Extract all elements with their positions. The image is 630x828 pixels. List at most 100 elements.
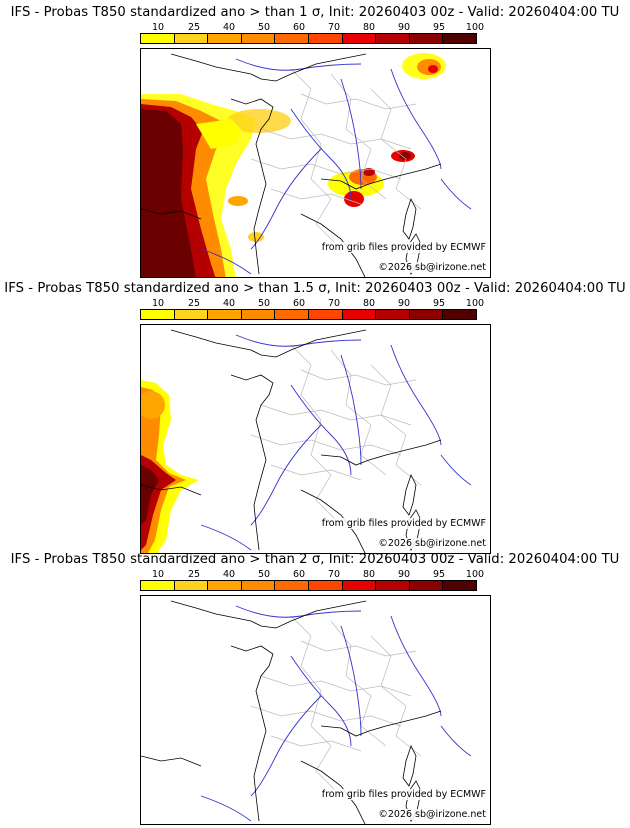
colorbar-segment	[409, 310, 444, 319]
colorbar-segment	[308, 34, 343, 43]
colorbar-label: 50	[257, 22, 271, 33]
admin-borders	[250, 68, 422, 250]
probability-map: from grib files provided by ECMWF ©2026 …	[140, 48, 491, 278]
colorbar-label: 10	[151, 298, 165, 309]
colorbar-label: 70	[327, 22, 341, 33]
map-svg	[141, 53, 472, 277]
colorbar-segment	[174, 581, 209, 590]
colorbar-label: 70	[327, 569, 341, 580]
colorbar-label: 100	[465, 298, 485, 309]
colorbar-segment	[376, 34, 410, 43]
colorbar-segment	[376, 310, 410, 319]
colorbar-segment	[275, 34, 309, 43]
colorbar-segment	[275, 581, 309, 590]
colorbar-segment	[376, 581, 410, 590]
probability-map: from grib files provided by ECMWF ©2026 …	[140, 595, 491, 825]
proba-area-atlantic-darkred	[141, 109, 196, 277]
colorbar-label: 90	[397, 298, 411, 309]
colorbar-segment	[443, 310, 476, 319]
colorbar-label: 25	[187, 22, 201, 33]
colorbar-segment	[208, 310, 242, 319]
colorbar-label: 100	[465, 569, 485, 580]
admin-borders	[250, 344, 422, 526]
colorbar-label: 50	[257, 569, 271, 580]
colorbar-segment	[308, 310, 343, 319]
map-svg	[141, 600, 472, 824]
copyright: ©2026 sb@irizone.net	[378, 538, 486, 549]
colorbar-label: 10	[151, 22, 165, 33]
colorbar	[140, 309, 477, 320]
coastline	[141, 600, 442, 824]
colorbar-segment	[141, 310, 175, 319]
colorbar-label: 25	[187, 569, 201, 580]
colorbar-segment	[342, 34, 377, 43]
colorbar-label: 40	[222, 298, 236, 309]
colorbar-label: 40	[222, 569, 236, 580]
source-credit: from grib files provided by ECMWF	[321, 518, 486, 529]
panel-2: IFS - Probas T850 standardized ano > tha…	[0, 276, 630, 554]
copyright: ©2026 sb@irizone.net	[378, 809, 486, 820]
colorbar-label: 50	[257, 298, 271, 309]
colorbar-label: 60	[292, 22, 306, 33]
proba-area-gironde-orange	[228, 196, 248, 206]
map-svg	[141, 329, 472, 553]
colorbar-label: 60	[292, 569, 306, 580]
colorbar-label: 80	[362, 22, 376, 33]
colorbar-labels: 10 25 40 50 60 70 80 90 95 100	[140, 299, 490, 309]
colorbar-label: 95	[432, 22, 446, 33]
coastline	[141, 329, 442, 553]
colorbar-segment	[443, 34, 476, 43]
colorbar-segment	[409, 581, 444, 590]
rivers	[200, 334, 472, 551]
colorbar-segment	[241, 581, 276, 590]
proba-area-alps-darkred	[399, 152, 411, 160]
colorbar-segment	[308, 581, 343, 590]
rivers	[200, 605, 472, 822]
colorbar-label: 95	[432, 298, 446, 309]
panel-title: IFS - Probas T850 standardized ano > tha…	[4, 281, 626, 296]
proba-area-nw-cluster-red	[428, 65, 438, 73]
colorbar-labels: 10 25 40 50 60 70 80 90 95 100	[140, 570, 490, 580]
panel-3: IFS - Probas T850 standardized ano > tha…	[0, 547, 630, 825]
source-credit: from grib files provided by ECMWF	[321, 789, 486, 800]
copyright: ©2026 sb@irizone.net	[378, 262, 486, 273]
colorbar-segment	[208, 581, 242, 590]
colorbar-segment	[342, 310, 377, 319]
colorbar-label: 95	[432, 569, 446, 580]
colorbar-label: 100	[465, 22, 485, 33]
colorbar-label: 80	[362, 569, 376, 580]
colorbar-segment	[141, 581, 175, 590]
probability-shading	[141, 380, 199, 553]
colorbar-segment	[443, 581, 476, 590]
colorbar-segment	[241, 310, 276, 319]
colorbar-segment	[241, 34, 276, 43]
colorbar-label: 60	[292, 298, 306, 309]
proba-area-landes-yellow	[248, 232, 264, 242]
colorbar-segment	[409, 34, 444, 43]
rivers	[200, 58, 472, 275]
proba-area-biscay-darkred	[141, 465, 159, 525]
panel-title: IFS - Probas T850 standardized ano > tha…	[10, 552, 620, 567]
colorbar-labels: 10 25 40 50 60 70 80 90 95 100	[140, 23, 490, 33]
colorbar-segment	[174, 34, 209, 43]
proba-area-brittany	[227, 109, 291, 133]
probability-shading	[141, 53, 446, 277]
colorbar-label: 10	[151, 569, 165, 580]
colorbar-segment	[342, 581, 377, 590]
colorbar-segment	[174, 310, 209, 319]
colorbar-segment	[275, 310, 309, 319]
proba-area-channel-yellow	[196, 119, 241, 149]
probability-map: from grib files provided by ECMWF ©2026 …	[140, 324, 491, 554]
colorbar	[140, 580, 477, 591]
colorbar-segment	[141, 34, 175, 43]
source-credit: from grib files provided by ECMWF	[321, 242, 486, 253]
colorbar	[140, 33, 477, 44]
colorbar-label: 90	[397, 22, 411, 33]
colorbar-label: 80	[362, 298, 376, 309]
panel-1: IFS - Probas T850 standardized ano > tha…	[0, 0, 630, 278]
proba-area-atlantic-north	[141, 391, 165, 419]
colorbar-label: 40	[222, 22, 236, 33]
colorbar-label: 25	[187, 298, 201, 309]
admin-borders	[250, 615, 422, 797]
colorbar-label: 70	[327, 298, 341, 309]
